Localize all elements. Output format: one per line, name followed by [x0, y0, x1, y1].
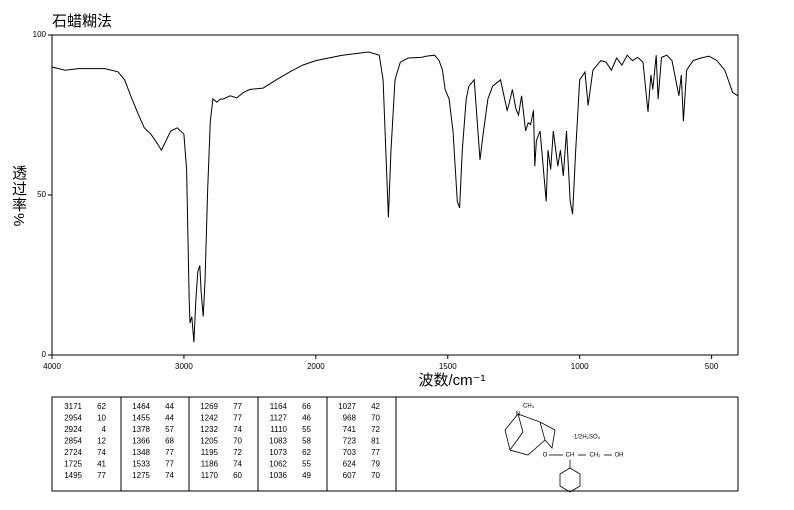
peak-transmittance: 60 — [233, 471, 242, 480]
x-tick-label: 4000 — [43, 362, 61, 371]
peak-wavenumber: 723 — [343, 437, 357, 446]
peak-transmittance: 74 — [233, 425, 242, 434]
peak-transmittance: 81 — [371, 437, 380, 446]
peak-transmittance: 77 — [233, 414, 242, 423]
peak-transmittance: 49 — [302, 471, 311, 480]
peak-wavenumber: 1027 — [338, 402, 356, 411]
structure-label: OH — [615, 453, 624, 459]
peak-transmittance: 70 — [371, 414, 380, 423]
peak-transmittance: 55 — [302, 425, 311, 434]
peak-transmittance: 74 — [97, 448, 106, 457]
structure-label: CH₂ — [590, 453, 602, 459]
structure-bonds — [504, 413, 612, 493]
peak-wavenumber: 1110 — [270, 425, 287, 434]
structure-label: CH — [566, 453, 575, 459]
peak-transmittance: 42 — [371, 402, 380, 411]
peak-wavenumber: 1127 — [270, 414, 288, 423]
peak-transmittance: 46 — [302, 414, 311, 423]
x-tick-label: 500 — [705, 362, 719, 371]
peak-wavenumber: 1195 — [201, 448, 219, 457]
peak-transmittance: 74 — [165, 471, 174, 480]
peak-wavenumber: 1455 — [132, 414, 150, 423]
peak-transmittance: 10 — [97, 414, 106, 423]
peak-transmittance: 74 — [233, 460, 242, 469]
peak-transmittance: 66 — [302, 402, 311, 411]
peak-wavenumber: 1464 — [132, 402, 150, 411]
peak-wavenumber: 1205 — [200, 437, 218, 446]
structure-label: ·1/2H₂SO₄ — [572, 435, 601, 441]
peak-transmittance: 77 — [165, 448, 174, 457]
peak-transmittance: 62 — [302, 448, 311, 457]
spectrum-line — [51, 51, 739, 343]
peak-wavenumber: 2924 — [64, 425, 82, 434]
x-tick-label: 3000 — [175, 362, 193, 371]
structure-label: O — [543, 453, 548, 459]
peak-transmittance: 72 — [233, 448, 242, 457]
peak-transmittance: 44 — [165, 402, 174, 411]
peak-transmittance: 77 — [233, 402, 242, 411]
peak-wavenumber: 1242 — [200, 414, 218, 423]
peak-wavenumber: 741 — [343, 425, 357, 434]
peak-wavenumber: 2724 — [64, 448, 82, 457]
peak-wavenumber: 703 — [343, 448, 357, 457]
peak-transmittance: 70 — [233, 437, 242, 446]
peak-wavenumber: 1378 — [132, 425, 150, 434]
peak-transmittance: 77 — [97, 471, 106, 480]
table-dividers — [120, 397, 397, 491]
peak-wavenumber: 1170 — [201, 471, 219, 480]
y-tick-label: 0 — [42, 350, 47, 359]
peak-wavenumber: 968 — [343, 414, 357, 423]
peak-wavenumber: 1186 — [201, 460, 219, 469]
x-tick-label: 1000 — [571, 362, 589, 371]
peak-wavenumber: 1164 — [270, 402, 288, 411]
peak-transmittance: 79 — [371, 460, 380, 469]
peak-wavenumber: 1725 — [64, 460, 82, 469]
x-axis-label: 波数/cm⁻¹ — [418, 372, 485, 389]
peak-wavenumber: 1232 — [200, 425, 218, 434]
peak-transmittance: 77 — [371, 448, 380, 457]
peak-wavenumber: 1073 — [269, 448, 287, 457]
peak-wavenumber: 3171 — [64, 402, 82, 411]
peak-wavenumber: 1366 — [132, 437, 150, 446]
peak-transmittance: 12 — [97, 437, 106, 446]
table-frame — [51, 396, 739, 492]
y-tick-label: 50 — [37, 190, 46, 199]
y-tick-label: 100 — [33, 30, 47, 39]
peak-wavenumber: 1083 — [269, 437, 287, 446]
peak-wavenumber: 1062 — [269, 460, 287, 469]
peak-wavenumber: 1275 — [132, 471, 150, 480]
peak-wavenumber: 607 — [343, 471, 357, 480]
peak-transmittance: 68 — [165, 437, 174, 446]
peak-transmittance: 4 — [102, 425, 107, 434]
peak-wavenumber: 1348 — [132, 448, 150, 457]
peak-wavenumber: 2954 — [64, 414, 82, 423]
y-axis-label: 透过率% — [10, 165, 27, 228]
structure-label: N — [516, 412, 520, 418]
peak-wavenumber: 624 — [343, 460, 357, 469]
peak-transmittance: 62 — [97, 402, 106, 411]
chart-title: 石蜡糊法 — [52, 13, 112, 30]
peak-wavenumber: 2854 — [64, 437, 82, 446]
peak-transmittance: 55 — [302, 460, 311, 469]
peak-transmittance: 44 — [165, 414, 174, 423]
x-tick-label: 1500 — [439, 362, 457, 371]
peak-wavenumber: 1495 — [64, 471, 82, 480]
peak-transmittance: 41 — [97, 460, 106, 469]
peak-transmittance: 77 — [165, 460, 174, 469]
structure-label: CH₃ — [523, 404, 535, 410]
peak-transmittance: 70 — [371, 471, 380, 480]
peak-wavenumber: 1269 — [200, 402, 218, 411]
peak-transmittance: 58 — [302, 437, 311, 446]
peak-wavenumber: 1036 — [269, 471, 287, 480]
peak-transmittance: 57 — [165, 425, 174, 434]
peak-transmittance: 72 — [371, 425, 380, 434]
peak-wavenumber: 1533 — [132, 460, 150, 469]
x-tick-label: 2000 — [307, 362, 325, 371]
